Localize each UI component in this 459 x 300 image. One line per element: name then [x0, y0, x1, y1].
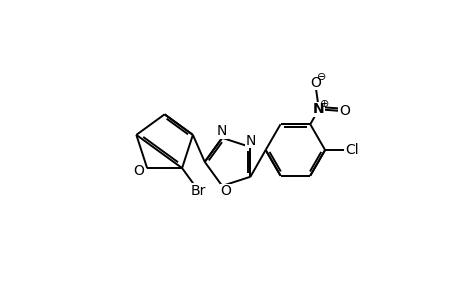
Text: O: O: [338, 104, 349, 118]
Text: N: N: [217, 124, 227, 138]
Text: ⊖: ⊖: [316, 72, 325, 82]
Text: Cl: Cl: [344, 143, 358, 157]
Text: O: O: [220, 184, 231, 198]
Text: Br: Br: [190, 184, 206, 198]
Text: ⊕: ⊕: [319, 99, 328, 109]
Text: O: O: [310, 76, 321, 90]
Text: N: N: [313, 102, 324, 116]
Text: O: O: [133, 164, 143, 178]
Text: N: N: [245, 134, 255, 148]
